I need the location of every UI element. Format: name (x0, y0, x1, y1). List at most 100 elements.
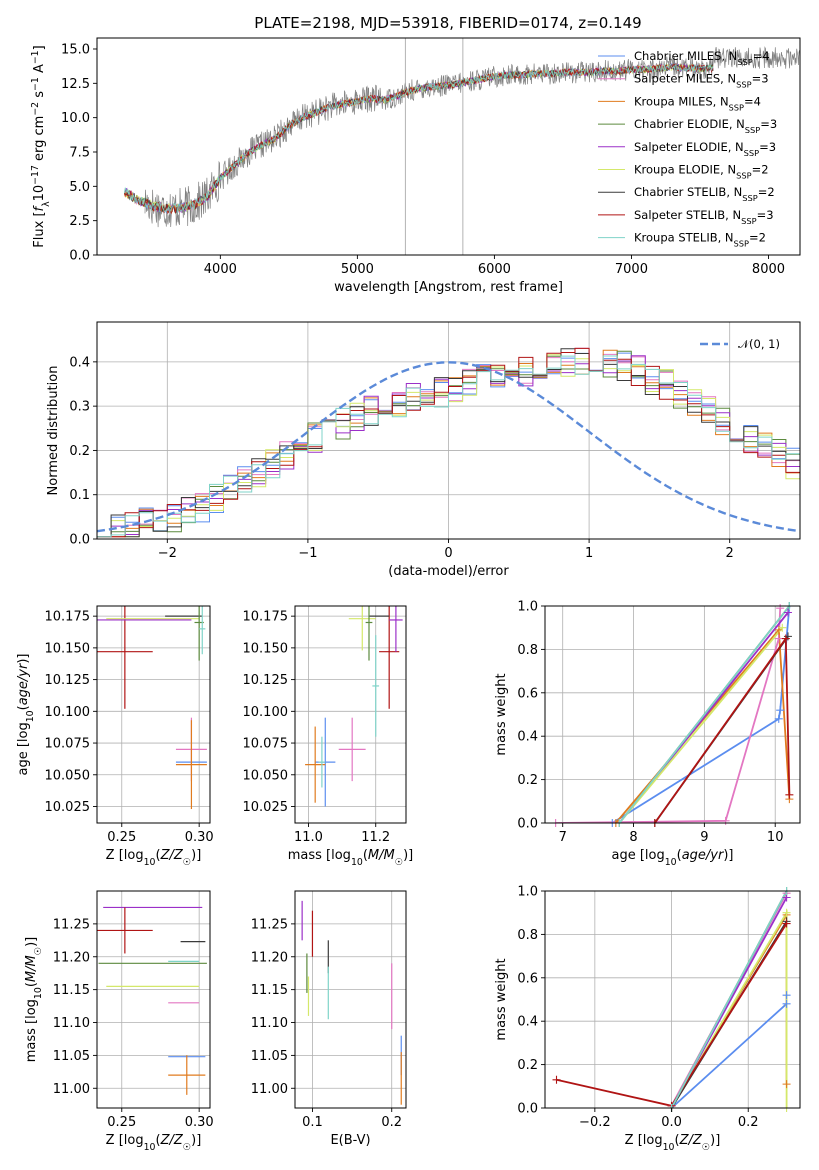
x-tick-label: 6000 (478, 262, 511, 277)
x-axis-label: Z [log10(Z/Z☉)] (106, 848, 202, 868)
error-bar-point (338, 717, 366, 782)
legend-label: Kroupa MILES, NSSP=4 (634, 94, 761, 112)
y-tick-label: 11.10 (53, 1016, 90, 1031)
x-axis-label: Z [log10(Z/Z☉)] (625, 1133, 721, 1153)
y-tick-label: 11.00 (251, 1082, 288, 1097)
legend-label: Chabrier MILES, NSSP=4 (634, 49, 770, 67)
y-tick-label: 7.5 (69, 145, 90, 160)
y-axis-label: mass weight (494, 673, 509, 755)
y-tick-label: 0.0 (69, 533, 90, 548)
x-axis-label: E(B-V) (330, 1133, 370, 1148)
legend-label: Salpeter MILES, NSSP=3 (634, 72, 769, 90)
y-tick-label: 0.0 (517, 817, 538, 832)
y-tick-label: 10.125 (45, 673, 91, 688)
mass-weight-marker (785, 790, 794, 799)
x-tick-label: 0 (444, 546, 452, 561)
axes-frame (294, 605, 407, 824)
observed-spectrum-line (144, 46, 800, 228)
y-tick-label: 0.8 (517, 643, 538, 658)
axes-frame (96, 37, 801, 256)
mass-weight-line (618, 627, 783, 823)
x-tick-label: 11.0 (294, 830, 323, 845)
legend-label: Chabrier ELODIE, NSSP=3 (634, 117, 777, 135)
y-tick-label: 0.2 (517, 1058, 538, 1073)
y-tick-label: 10.025 (45, 800, 91, 815)
spectrum-panel: 4000 5000 6000 7000 8000 0.0 2.5 5.0 7.5 10.0 12.5… (30, 37, 801, 295)
residuals-panel: −2 −1 0 1 2 0.0 0.1 0.2 0.3 0.4 (data-model)/error… (46, 321, 801, 579)
y-tick-label: 10.075 (45, 737, 91, 752)
y-tick-label: 10.150 (243, 641, 289, 656)
x-tick-label: 1 (585, 546, 593, 561)
mass-weight-marker (774, 714, 783, 723)
normal-curve (97, 361, 800, 533)
mass-weight-line (654, 635, 791, 823)
x-tick-label: 2 (726, 546, 734, 561)
y-tick-label: 0.0 (69, 249, 90, 264)
x-tick-label: 7 (559, 830, 567, 845)
y-tick-label: 0.1 (69, 488, 90, 503)
mass-weight-marker (782, 991, 791, 1000)
mass-vs-ebv-panel: 0.1 0.2 11.00 11.05 11.10 11.15 11.20 11.25 E(B-… (251, 890, 407, 1148)
y-tick-label: 15.0 (61, 42, 90, 57)
y-axis-label: mass [log10(M/M☉)] (24, 937, 44, 1063)
y-tick-label: 11.10 (251, 1016, 288, 1031)
y-tick-label: 11.20 (251, 950, 288, 965)
x-tick-label: 0.0 (661, 1115, 682, 1130)
mass-weight-line (670, 891, 788, 1108)
x-tick-label: 0.25 (107, 1115, 136, 1130)
mass-weight-line (618, 606, 791, 823)
error-bar-point (372, 635, 380, 737)
x-tick-label: −1 (298, 546, 317, 561)
mass-weight-marker (782, 919, 791, 928)
mass-weight-marker (783, 608, 792, 617)
legend-label: 𝒩(0, 1) (738, 337, 780, 351)
mass-weight-marker (781, 634, 790, 643)
x-tick-label: 9 (700, 830, 708, 845)
legend-label: Kroupa STELIB, NSSP=2 (634, 231, 766, 249)
y-tick-label: 11.25 (53, 917, 90, 932)
y-tick-label: 10.125 (243, 673, 289, 688)
legend-label: Chabrier STELIB, NSSP=2 (634, 185, 775, 203)
x-tick-label: 8000 (752, 262, 785, 277)
y-tick-label: 11.15 (251, 983, 288, 998)
y-tick-label: 1.0 (517, 885, 538, 900)
y-tick-label: 11.25 (251, 917, 288, 932)
mass-weight-vs-metallicity-panel: −0.2 0.0 0.2 0.0 0.2 0.4 0.6 0.8 1.0 Z [log10(Z/Z… (494, 885, 801, 1153)
y-tick-label: 10.0 (61, 111, 90, 126)
y-axis-label: mass weight (494, 958, 509, 1040)
x-tick-label: 4000 (204, 262, 237, 277)
x-tick-label: 0.30 (185, 1115, 214, 1130)
error-bar-point (175, 720, 207, 810)
y-tick-label: 10.025 (243, 800, 289, 815)
y-axis-label: age [log10(age/yr)] (16, 653, 36, 775)
mass-weight-marker (782, 999, 791, 1008)
age-vs-mass-panel: 11.0 11.2 10.025 10.050 10.075 10.100 10.125 10… (243, 605, 413, 868)
residual-histogram (97, 355, 800, 539)
error-bar-point (348, 606, 376, 651)
y-tick-label: 10.100 (45, 705, 91, 720)
model-spectrum-line (124, 62, 714, 215)
x-tick-label: −0.2 (579, 1115, 611, 1130)
y-tick-label: 10.150 (45, 641, 91, 656)
mass-weight-marker (782, 908, 791, 917)
y-tick-label: 0.6 (517, 686, 538, 701)
plot-area (97, 606, 207, 810)
mass-weight-line (555, 608, 782, 823)
axes-frame (96, 605, 211, 824)
y-tick-label: 0.0 (517, 1102, 538, 1117)
plot-area (97, 347, 800, 539)
axes-frame (544, 605, 801, 824)
mass-weight-marker (776, 604, 785, 613)
mass-vs-metallicity-panel: 0.25 0.30 11.00 11.05 11.10 11.15 11.20 11.25 Z … (24, 890, 214, 1153)
y-tick-label: 0.2 (517, 773, 538, 788)
y-tick-label: 12.5 (61, 77, 90, 92)
y-axis-label: Flux [fλ10−17 erg cm−2 s−1 A−1] (30, 45, 52, 247)
error-bar-point (389, 606, 403, 652)
x-tick-label: 7000 (615, 262, 648, 277)
y-tick-label: 11.05 (53, 1049, 90, 1064)
y-tick-label: 0.4 (517, 730, 538, 745)
x-tick-label: 5000 (341, 262, 374, 277)
y-tick-label: 10.050 (45, 768, 91, 783)
y-tick-label: 0.3 (69, 400, 90, 415)
error-bar-point (365, 606, 373, 661)
